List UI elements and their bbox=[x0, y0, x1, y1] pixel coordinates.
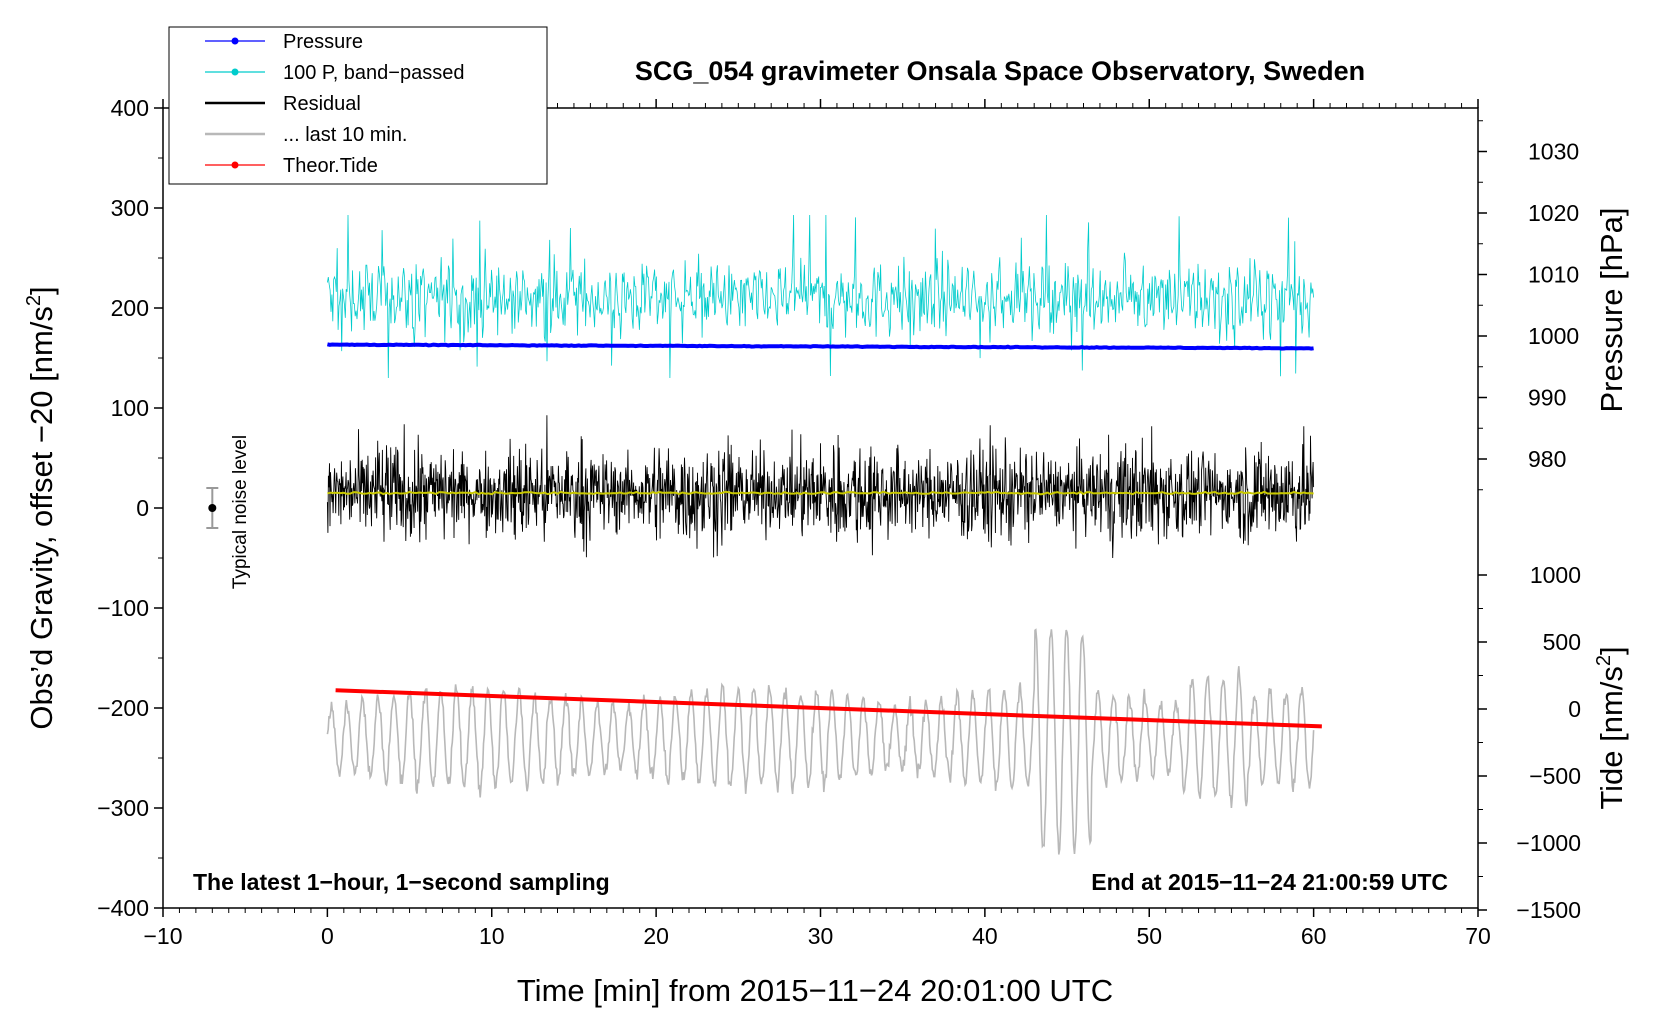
series-pressure-bandpassed bbox=[327, 214, 1314, 379]
y-left-tick-label: 100 bbox=[111, 395, 149, 421]
series-last-10-min bbox=[326, 628, 1315, 855]
y-axis-label-tide: Tide [nm/s2] bbox=[1593, 646, 1629, 809]
series-residual bbox=[326, 415, 1315, 559]
noise-level-indicator: Typical noise level bbox=[206, 435, 251, 589]
x-tick-label: 0 bbox=[321, 923, 334, 949]
x-axis-label: Time [min] from 2015−11−24 20:01:00 UTC bbox=[517, 973, 1113, 1008]
x-tick-label: 10 bbox=[479, 923, 505, 949]
y-left-tick-label: −200 bbox=[97, 695, 149, 721]
x-tick-label: −10 bbox=[143, 923, 182, 949]
legend-label: 100 P, band−passed bbox=[283, 62, 464, 84]
tide-tick-label: 1000 bbox=[1530, 562, 1581, 588]
y-left-tick-label: −400 bbox=[97, 895, 149, 921]
pressure-tick-label: 1000 bbox=[1528, 323, 1579, 349]
tide-tick-label: 0 bbox=[1568, 696, 1581, 722]
series-theoretical-tide bbox=[335, 688, 1322, 729]
x-tick-label: 50 bbox=[1136, 923, 1162, 949]
series-residual-smoothed bbox=[327, 490, 1314, 496]
y-left-tick-label: 400 bbox=[111, 95, 149, 121]
y-left-tick-label: 0 bbox=[136, 495, 149, 521]
x-tick-label: 20 bbox=[643, 923, 669, 949]
legend-label: Theor.Tide bbox=[283, 155, 378, 177]
noise-label: Typical noise level bbox=[230, 435, 251, 589]
annotation-sampling: The latest 1−hour, 1−second sampling bbox=[193, 869, 610, 895]
series-layer bbox=[326, 214, 1322, 855]
y-left-tick-label: 300 bbox=[111, 195, 149, 221]
y-axis-label-left: Obs’d Gravity, offset −20 [nm/s2] bbox=[23, 286, 59, 729]
tide-tick-label: −500 bbox=[1529, 763, 1581, 789]
chart-title: SCG_054 gravimeter Onsala Space Observat… bbox=[635, 56, 1365, 86]
pressure-tick-label: 980 bbox=[1528, 446, 1566, 472]
legend-label: Pressure bbox=[283, 31, 363, 53]
legend-label: ... last 10 min. bbox=[283, 124, 408, 146]
legend-label: Residual bbox=[283, 93, 361, 115]
pressure-tick-label: 1020 bbox=[1528, 200, 1579, 226]
legend: Pressure 100 P, band−passed Residual ... la… bbox=[168, 26, 548, 185]
pressure-tick-label: 1010 bbox=[1528, 262, 1579, 288]
legend-box bbox=[168, 26, 548, 185]
pressure-tick-label: 1030 bbox=[1528, 139, 1579, 165]
tide-tick-label: 500 bbox=[1543, 629, 1581, 655]
tide-tick-label: −1000 bbox=[1516, 830, 1581, 856]
y-left-tick-label: −100 bbox=[97, 595, 149, 621]
y-left-tick-label: 200 bbox=[111, 295, 149, 321]
x-tick-label: 60 bbox=[1301, 923, 1327, 949]
y-left-tick-label: −300 bbox=[97, 795, 149, 821]
legend-marker bbox=[231, 68, 239, 76]
pressure-tick-label: 990 bbox=[1528, 385, 1566, 411]
annotation-end-time: End at 2015−11−24 21:00:59 UTC bbox=[1091, 869, 1448, 895]
legend-marker bbox=[231, 37, 239, 45]
noise-center-dot bbox=[208, 504, 217, 512]
x-tick-label: 40 bbox=[972, 923, 998, 949]
x-tick-label: 70 bbox=[1465, 923, 1491, 949]
y-axis-label-pressure: Pressure [hPa] bbox=[1594, 207, 1629, 412]
series-pressure bbox=[326, 342, 1314, 351]
tick-layer: −10 0 10 20 30 40 50 60 704003002001000−100−200−… bbox=[97, 95, 1581, 949]
legend-marker bbox=[231, 161, 239, 169]
tide-tick-label: −1500 bbox=[1516, 897, 1581, 923]
x-tick-label: 30 bbox=[808, 923, 834, 949]
